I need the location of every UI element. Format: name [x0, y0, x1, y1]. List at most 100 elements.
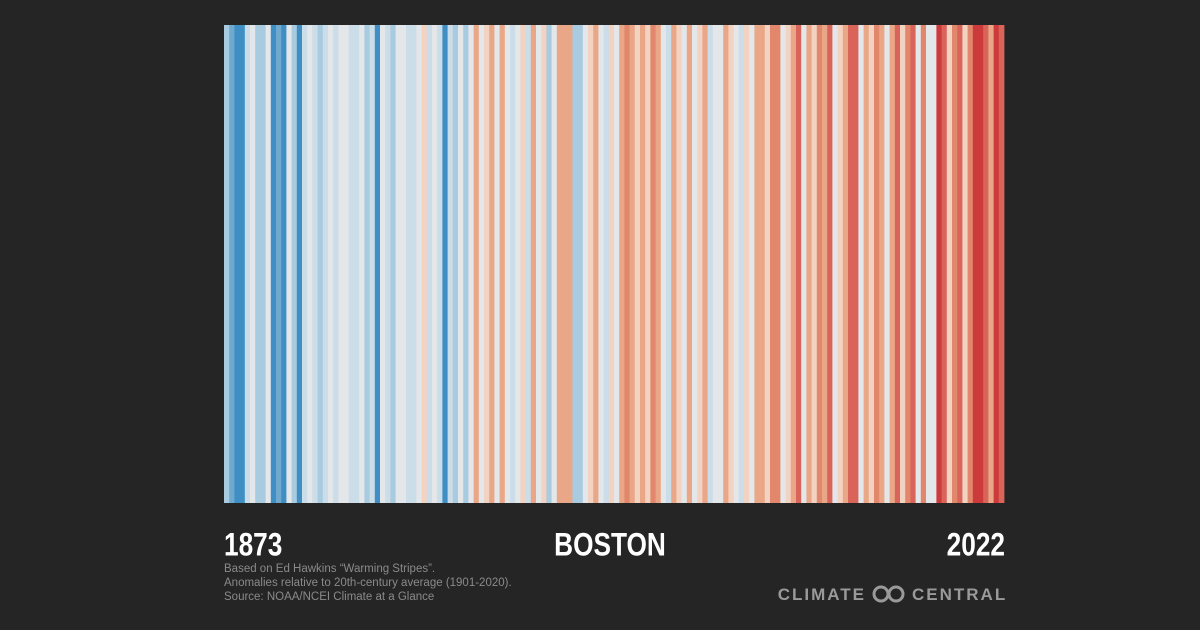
stripe: [749, 25, 755, 503]
stripe: [478, 25, 485, 503]
stripe: [582, 25, 589, 503]
stripe: [998, 25, 1005, 503]
note: Source: NOAA/NCEI Climate at a Glance: [224, 591, 434, 603]
stripe: [374, 25, 381, 503]
stripe: [676, 25, 682, 503]
stripe: [733, 25, 740, 503]
stripe: [343, 25, 350, 503]
stripe: [910, 25, 916, 503]
stripe: [718, 25, 724, 503]
stripe: [660, 25, 667, 503]
stripe: [510, 25, 516, 503]
stripe: [520, 25, 526, 503]
stripe: [452, 25, 459, 503]
stripe: [463, 25, 469, 503]
stripe: [770, 25, 776, 503]
stripe: [988, 25, 994, 503]
stripe: [962, 25, 968, 503]
stripe: [993, 25, 1000, 503]
stripe: [686, 25, 693, 503]
stripe: [978, 25, 984, 503]
stripe: [853, 25, 859, 503]
stripe: [348, 25, 355, 503]
logo-icon: [872, 585, 905, 603]
stripe: [785, 25, 792, 503]
stripe: [312, 25, 318, 503]
stripe: [629, 25, 636, 503]
stripe: [270, 25, 277, 503]
stripe: [723, 25, 729, 503]
stripe: [244, 25, 251, 503]
stripe: [655, 25, 662, 503]
stripe: [437, 25, 443, 503]
stripe: [972, 25, 979, 503]
stripe: [764, 25, 771, 503]
stripe: [593, 25, 599, 503]
stripe: [827, 25, 833, 503]
stripe: [322, 25, 329, 503]
stripe: [603, 25, 610, 503]
stripes: [224, 25, 1005, 503]
stripe: [333, 25, 339, 503]
stripe: [572, 25, 578, 503]
stripe: [926, 25, 932, 503]
stripe: [588, 25, 594, 503]
stripe: [530, 25, 537, 503]
stripe: [546, 25, 552, 503]
stripe: [941, 25, 948, 503]
stripe: [905, 25, 911, 503]
stripe: [250, 25, 256, 503]
stripe: [790, 25, 797, 503]
stripe: [874, 25, 880, 503]
stripe: [619, 25, 625, 503]
stripe: [551, 25, 558, 503]
stripe: [421, 25, 428, 503]
stripe: [406, 25, 412, 503]
stripe: [541, 25, 547, 503]
end-year: 2022: [947, 528, 1005, 563]
stripe: [614, 25, 620, 503]
stripe: [354, 25, 360, 503]
stripe: [858, 25, 864, 503]
stripe: [286, 25, 292, 503]
stripe: [780, 25, 786, 503]
stripe: [634, 25, 641, 503]
stripe: [281, 25, 287, 503]
stripe: [863, 25, 870, 503]
stripe: [359, 25, 365, 503]
stripe: [816, 25, 823, 503]
stripe: [364, 25, 370, 503]
stripe: [525, 25, 532, 503]
stripe: [234, 25, 240, 503]
stripe: [931, 25, 937, 503]
stripe: [307, 25, 313, 503]
stripe: [952, 25, 958, 503]
stripe: [946, 25, 953, 503]
stripe: [328, 25, 334, 503]
stripe: [868, 25, 875, 503]
stripe: [224, 25, 230, 503]
stripe: [894, 25, 901, 503]
stripe: [666, 25, 672, 503]
stripe: [426, 25, 433, 503]
stripe: [692, 25, 698, 503]
stripe: [276, 25, 282, 503]
logo-text: CENTRAL: [912, 585, 1007, 604]
stripe: [900, 25, 906, 503]
stripe: [296, 25, 303, 503]
stripe: [489, 25, 495, 503]
stripe: [920, 25, 927, 503]
stripe: [484, 25, 490, 503]
stripe: [697, 25, 703, 503]
stripe: [707, 25, 714, 503]
stripe: [681, 25, 688, 503]
stripe: [411, 25, 417, 503]
stripe: [879, 25, 885, 503]
start-year: 1873: [224, 528, 282, 563]
stripe: [712, 25, 719, 503]
stripe: [317, 25, 324, 503]
stripe: [536, 25, 542, 503]
stripe: [796, 25, 802, 503]
stripe: [889, 25, 896, 503]
